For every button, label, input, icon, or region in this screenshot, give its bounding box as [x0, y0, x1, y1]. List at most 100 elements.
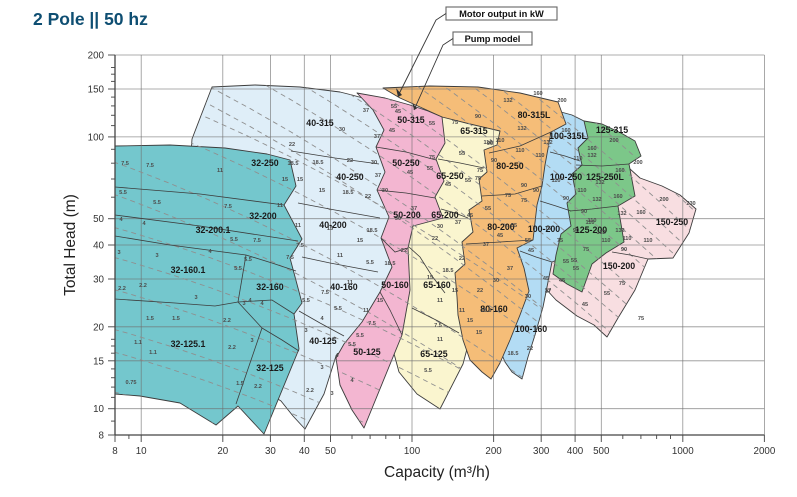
svg-text:75: 75 [557, 238, 563, 244]
svg-text:65-250: 65-250 [436, 171, 463, 181]
svg-text:15: 15 [357, 238, 363, 244]
svg-text:55: 55 [485, 206, 491, 212]
svg-text:50-160: 50-160 [381, 280, 408, 290]
svg-text:3: 3 [304, 328, 307, 334]
svg-text:90: 90 [621, 247, 627, 253]
svg-text:200: 200 [557, 98, 566, 104]
svg-text:90: 90 [475, 114, 481, 120]
svg-text:30: 30 [93, 275, 104, 286]
svg-text:1.5: 1.5 [146, 316, 154, 322]
svg-text:22: 22 [527, 346, 533, 352]
svg-text:37: 37 [411, 206, 417, 212]
svg-text:55: 55 [429, 121, 435, 127]
svg-text:5.5: 5.5 [334, 306, 342, 312]
svg-text:65-315: 65-315 [460, 126, 487, 136]
svg-text:110: 110 [643, 238, 652, 244]
svg-text:3: 3 [117, 250, 120, 256]
svg-text:132: 132 [503, 98, 512, 104]
svg-text:55: 55 [459, 151, 465, 157]
svg-text:160: 160 [533, 91, 542, 97]
svg-text:110: 110 [622, 236, 631, 242]
svg-text:30: 30 [339, 127, 345, 133]
svg-text:132: 132 [615, 228, 624, 234]
svg-text:160: 160 [636, 210, 645, 216]
svg-text:45: 45 [497, 233, 503, 239]
svg-text:18.5: 18.5 [481, 308, 492, 314]
svg-text:37: 37 [375, 173, 381, 179]
svg-text:18.5: 18.5 [288, 161, 299, 167]
svg-text:7.5: 7.5 [296, 243, 304, 249]
svg-text:50: 50 [93, 214, 104, 225]
svg-text:45: 45 [528, 248, 534, 254]
svg-text:160: 160 [613, 194, 622, 200]
svg-text:45: 45 [543, 276, 549, 282]
svg-text:45: 45 [467, 213, 473, 219]
svg-text:90: 90 [487, 141, 493, 147]
svg-text:32-160.1: 32-160.1 [171, 265, 206, 275]
svg-text:4: 4 [119, 217, 123, 223]
svg-text:2.2: 2.2 [223, 318, 231, 324]
svg-text:32-200: 32-200 [249, 211, 276, 221]
svg-text:1.1: 1.1 [149, 350, 157, 356]
svg-text:7.5: 7.5 [368, 321, 376, 327]
svg-text:2000: 2000 [754, 446, 776, 457]
svg-text:20: 20 [217, 446, 228, 457]
svg-text:55: 55 [525, 238, 531, 244]
svg-text:7.5: 7.5 [146, 163, 154, 169]
svg-text:7.5: 7.5 [286, 255, 294, 261]
svg-text:0.75: 0.75 [126, 380, 137, 386]
svg-text:40-250: 40-250 [336, 172, 363, 182]
svg-text:5.5: 5.5 [424, 368, 432, 374]
svg-text:75: 75 [638, 316, 644, 322]
svg-text:300: 300 [533, 446, 550, 457]
svg-text:40: 40 [93, 241, 104, 252]
svg-text:11: 11 [459, 308, 465, 314]
svg-text:15: 15 [377, 298, 383, 304]
svg-text:55: 55 [391, 104, 397, 110]
svg-text:1.1: 1.1 [134, 340, 142, 346]
svg-text:75: 75 [505, 193, 511, 199]
svg-text:45: 45 [389, 128, 395, 134]
svg-text:3: 3 [250, 338, 253, 344]
svg-text:4: 4 [248, 298, 252, 304]
svg-text:37: 37 [374, 134, 380, 140]
svg-text:100-315L: 100-315L [549, 131, 587, 141]
svg-text:110: 110 [495, 138, 504, 144]
svg-text:55: 55 [604, 291, 610, 297]
svg-text:15: 15 [427, 275, 433, 281]
svg-text:Motor output in kW: Motor output in kW [459, 9, 544, 19]
svg-text:32-250: 32-250 [251, 158, 278, 168]
svg-text:55: 55 [427, 166, 433, 172]
svg-text:40: 40 [299, 446, 310, 457]
svg-text:11: 11 [437, 298, 443, 304]
svg-text:15: 15 [452, 288, 458, 294]
svg-text:18.5: 18.5 [313, 160, 324, 166]
svg-text:110: 110 [601, 238, 610, 244]
svg-text:40-315: 40-315 [306, 118, 333, 128]
svg-text:5.5: 5.5 [244, 257, 252, 263]
svg-text:150: 150 [88, 85, 105, 96]
svg-text:400: 400 [567, 446, 584, 457]
svg-text:11: 11 [277, 203, 283, 209]
svg-text:2.2: 2.2 [139, 283, 147, 289]
svg-text:20: 20 [93, 322, 104, 333]
svg-text:22: 22 [477, 288, 483, 294]
svg-text:50-125: 50-125 [353, 347, 380, 357]
svg-text:132: 132 [587, 153, 596, 159]
svg-text:132: 132 [617, 211, 626, 217]
svg-text:75: 75 [477, 168, 483, 174]
svg-text:15: 15 [476, 330, 482, 336]
svg-text:30: 30 [525, 294, 531, 300]
svg-text:Pump model: Pump model [465, 34, 521, 44]
svg-text:65-125: 65-125 [420, 349, 447, 359]
svg-text:132: 132 [596, 230, 605, 236]
svg-text:4: 4 [208, 249, 212, 255]
svg-text:110: 110 [585, 220, 594, 226]
svg-text:7.5: 7.5 [224, 204, 232, 210]
svg-text:45: 45 [445, 182, 451, 188]
svg-text:18.5: 18.5 [443, 268, 454, 274]
svg-text:50-250: 50-250 [392, 158, 419, 168]
svg-text:30: 30 [493, 278, 499, 284]
svg-text:15: 15 [93, 356, 104, 367]
svg-text:4: 4 [320, 316, 324, 322]
